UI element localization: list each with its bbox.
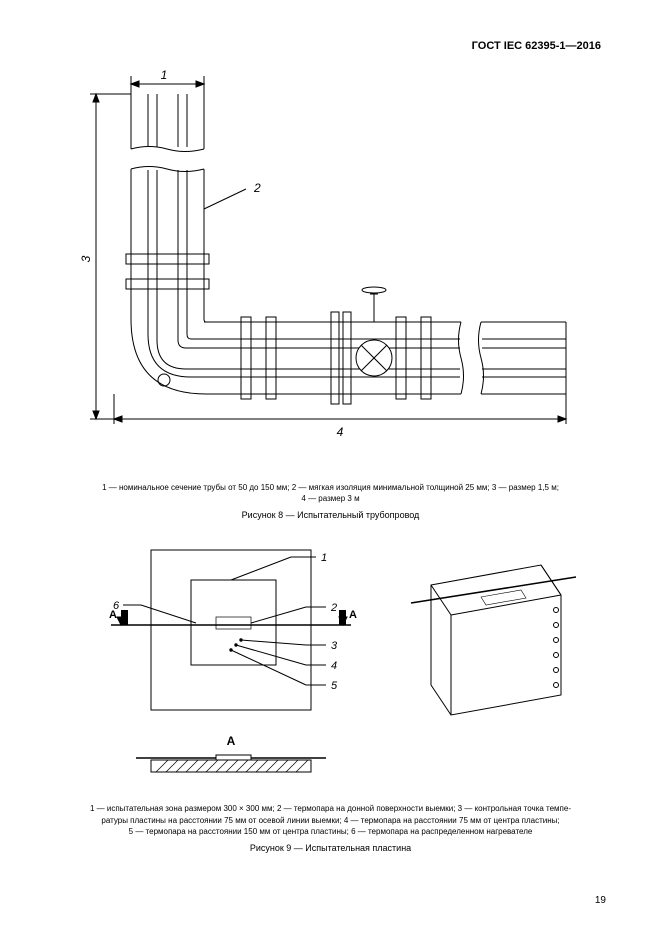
section-label-A: A: [226, 734, 235, 748]
fig8-legend-line2: 4 — размер 3 м: [301, 494, 359, 503]
callout-4: 4: [336, 425, 343, 439]
document-page: ГОСТ IEC 62395-1—2016 1: [0, 0, 661, 936]
figure-9-container: A A 1 6 2 3: [50, 535, 611, 795]
fig9-legend-line1: 1 — испытательная зона размером 300 × 30…: [90, 804, 571, 813]
document-header: ГОСТ IEC 62395-1—2016: [50, 40, 611, 52]
callout-1: 1: [160, 68, 167, 82]
page-number: 19: [595, 895, 606, 906]
figure-8-svg: 1: [76, 64, 586, 474]
fig8-legend-line1: 1 — номинальное сечение трубы от 50 до 1…: [102, 483, 559, 492]
figure-9-caption: Рисунок 9 — Испытательная пластина: [50, 843, 611, 853]
callout-9-4: 4: [331, 660, 337, 672]
figure-9-legend: 1 — испытательная зона размером 300 × 30…: [50, 803, 611, 837]
callout-3: 3: [79, 255, 93, 262]
fig9-legend-line2: ратуры пластины на расстоянии 75 мм от о…: [101, 816, 559, 825]
callout-9-3: 3: [331, 640, 338, 652]
callout-9-6: 6: [113, 600, 120, 612]
figure-8-legend: 1 — номинальное сечение трубы от 50 до 1…: [50, 482, 611, 504]
callout-9-1: 1: [321, 552, 327, 564]
callout-2: 2: [253, 181, 261, 195]
section-A-right: A: [349, 609, 357, 621]
callout-9-5: 5: [331, 680, 338, 692]
figure-8-caption: Рисунок 8 — Испытательный трубопровод: [50, 510, 611, 520]
callout-9-2: 2: [330, 602, 337, 614]
figure-9-svg: A A 1 6 2 3: [81, 535, 581, 795]
figure-8-container: 1: [50, 64, 611, 474]
fig9-legend-line3: 5 — термопара на расстоянии 150 мм от це…: [129, 827, 533, 836]
